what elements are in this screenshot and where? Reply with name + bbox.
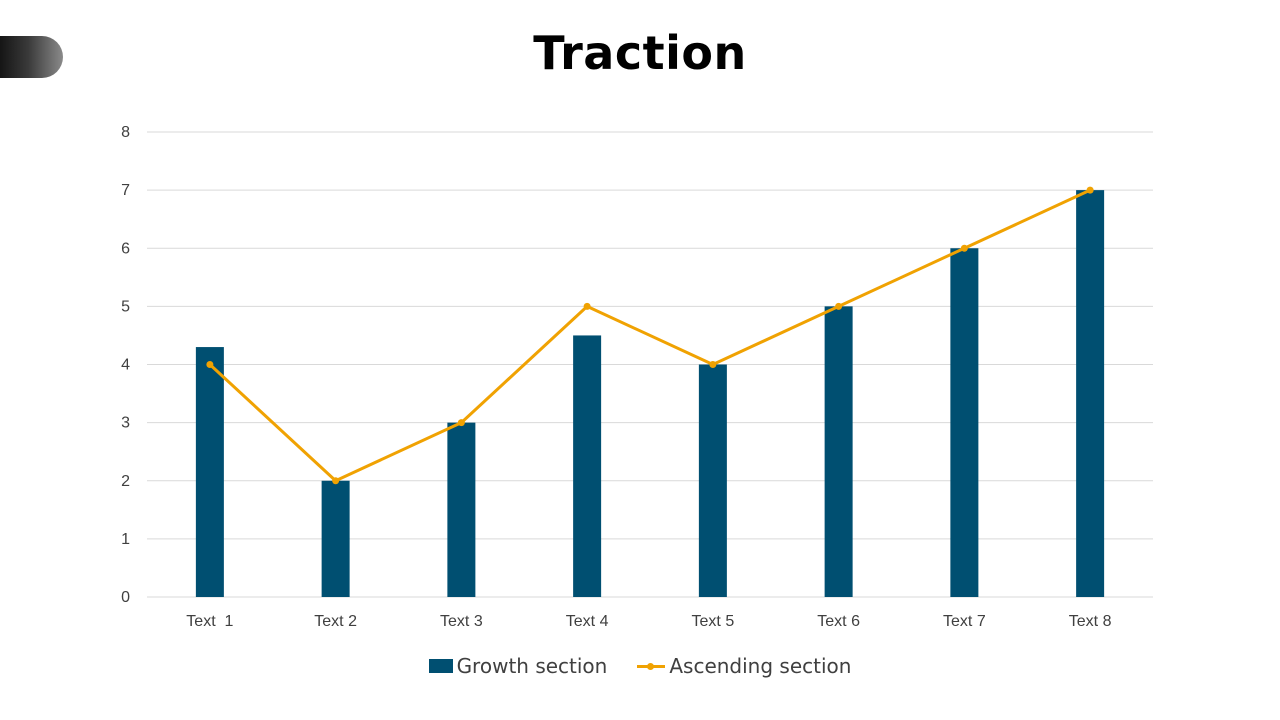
legend-label-growth: Growth section — [456, 654, 608, 678]
bar — [447, 422, 476, 597]
bar — [573, 335, 602, 597]
corner-tab-decoration — [0, 36, 63, 78]
y-tick-label: 5 — [121, 298, 130, 315]
y-tick-label: 6 — [121, 240, 130, 257]
y-tick-label: 7 — [121, 182, 130, 199]
y-tick-label: 0 — [121, 589, 130, 606]
x-tick-label: Text 6 — [817, 613, 860, 630]
line-point — [583, 302, 591, 310]
x-tick-label: Text 2 — [314, 613, 357, 630]
bar-series — [195, 190, 1105, 597]
line-point — [457, 419, 465, 427]
x-tick-label: Text 7 — [943, 613, 986, 630]
x-tick-label: Text 4 — [566, 613, 609, 630]
x-tick-label: Text 8 — [1069, 613, 1112, 630]
line-point — [1086, 186, 1094, 194]
y-tick-label: 8 — [121, 124, 130, 141]
bar — [824, 306, 853, 597]
legend-bar-swatch — [428, 659, 453, 673]
line-point — [835, 302, 843, 310]
grid-layer — [147, 131, 1153, 598]
line-point — [709, 361, 717, 368]
bar — [195, 347, 224, 597]
y-tick-label: 2 — [121, 473, 130, 490]
series-line — [208, 188, 1091, 483]
bar — [1076, 190, 1105, 597]
x-tick-label: Text 1 — [186, 613, 233, 630]
line-series — [206, 186, 1094, 485]
x-axis: Text 1 Text 2 Text 3 Text 4 Text 5 Text 6 Text… — [186, 613, 1111, 630]
bar — [950, 248, 979, 597]
line-point — [332, 477, 340, 485]
y-axis: 0 1 2 3 4 5 6 7 8 — [121, 124, 130, 606]
y-tick-label: 4 — [121, 357, 130, 374]
line-point — [960, 244, 968, 252]
legend-item-ascending: Ascending section — [637, 654, 851, 678]
legend-label-ascending: Ascending section — [669, 654, 852, 678]
x-tick-label: Text 3 — [440, 613, 483, 630]
bar — [321, 480, 350, 597]
y-tick-label: 1 — [121, 531, 130, 548]
legend-item-growth: Growth section — [428, 654, 608, 678]
legend-line-swatch — [637, 659, 666, 673]
y-tick-label: 3 — [121, 415, 130, 432]
line-point — [206, 361, 214, 368]
chart-legend: Growth section Ascending section — [0, 654, 1280, 678]
bar — [698, 364, 727, 597]
page-title: Traction — [533, 26, 747, 80]
x-tick-label: Text 5 — [692, 613, 735, 630]
